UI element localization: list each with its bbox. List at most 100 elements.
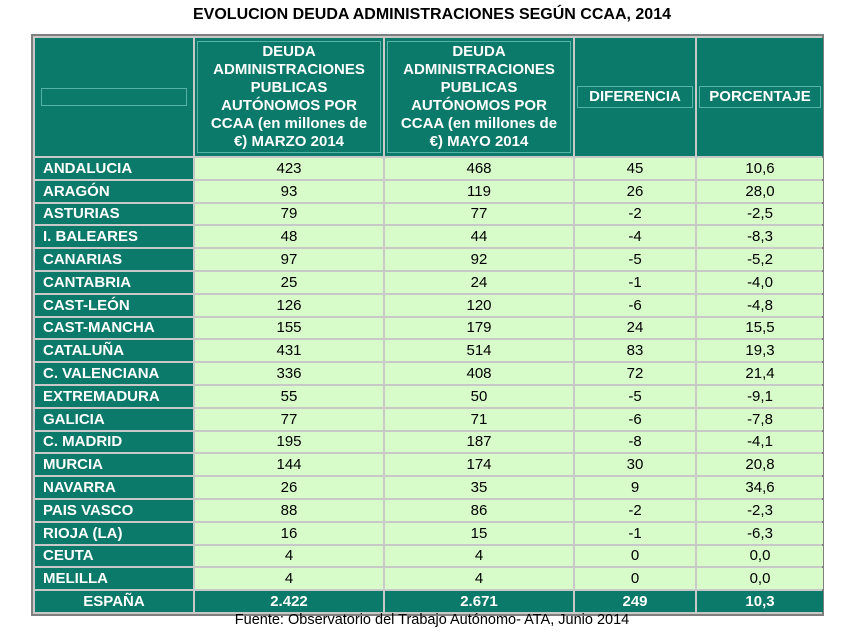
region-name: CANTABRIA	[35, 271, 193, 293]
table-row: C. VALENCIANA 336 408 72 21,4	[35, 363, 823, 384]
cell-diferencia: 24	[575, 317, 695, 339]
table-body: ANDALUCIA 423 468 45 10,6 ARAGÓN 93 119 26 28,0 AS…	[35, 158, 823, 612]
region-name: I. BALEARES	[35, 226, 193, 248]
cell-diferencia: -2	[575, 203, 695, 225]
source-note: Fuente: Observatorio del Trabajo Autónom…	[234, 612, 630, 628]
cell-diferencia: 0	[575, 568, 695, 590]
region-name: CAST-LEÓN	[35, 294, 193, 316]
cell-diferencia: -8	[575, 431, 695, 453]
region-name: ASTURIAS	[35, 203, 193, 225]
table-row: EXTREMADURA 55 50 -5 -9,1	[35, 385, 823, 407]
cell-mayo: 50	[385, 385, 573, 407]
header-marzo: DEUDA ADMINISTRACIONES PUBLICAS AUTÓNOMO…	[195, 38, 383, 156]
cell-marzo: 55	[195, 385, 383, 407]
table-row: C. MADRID 195 187 -8 -4,1	[35, 431, 823, 453]
debt-table-container: DEUDA ADMINISTRACIONES PUBLICAS AUTÓNOMO…	[31, 34, 824, 616]
cell-marzo: 26	[195, 477, 383, 498]
debt-table: DEUDA ADMINISTRACIONES PUBLICAS AUTÓNOMO…	[33, 36, 825, 614]
region-name: EXTREMADURA	[35, 385, 193, 407]
cell-mayo: 15	[385, 522, 573, 544]
table-row: NAVARRA 26 35 9 34,6	[35, 477, 823, 498]
cell-diferencia: -5	[575, 385, 695, 407]
region-name: PAIS VASCO	[35, 499, 193, 521]
cell-marzo: 144	[195, 454, 383, 476]
cell-mayo: 179	[385, 317, 573, 339]
cell-marzo: 431	[195, 340, 383, 362]
cell-marzo: 195	[195, 431, 383, 453]
cell-porcentaje: 15,5	[697, 317, 823, 339]
cell-diferencia: -6	[575, 408, 695, 430]
cell-marzo: 126	[195, 294, 383, 316]
total-porcentaje: 10,3	[697, 591, 823, 612]
cell-mayo: 44	[385, 226, 573, 248]
cell-marzo: 97	[195, 249, 383, 270]
cell-mayo: 77	[385, 203, 573, 225]
table-row: MELILLA 4 4 0 0,0	[35, 568, 823, 590]
cell-marzo: 16	[195, 522, 383, 544]
cell-porcentaje: -4,1	[697, 431, 823, 453]
cell-marzo: 155	[195, 317, 383, 339]
cell-mayo: 4	[385, 545, 573, 567]
cell-porcentaje: 10,6	[697, 158, 823, 179]
cell-marzo: 77	[195, 408, 383, 430]
total-label: ESPAÑA	[35, 591, 193, 612]
region-name: MURCIA	[35, 454, 193, 476]
total-marzo: 2.422	[195, 591, 383, 612]
cell-porcentaje: -2,5	[697, 203, 823, 225]
table-row: CAST-LEÓN 126 120 -6 -4,8	[35, 294, 823, 316]
cell-marzo: 4	[195, 568, 383, 590]
header-porcentaje: PORCENTAJE	[697, 38, 823, 156]
cell-diferencia: 9	[575, 477, 695, 498]
cell-porcentaje: -6,3	[697, 522, 823, 544]
cell-diferencia: -5	[575, 249, 695, 270]
cell-diferencia: -2	[575, 499, 695, 521]
cell-diferencia: -6	[575, 294, 695, 316]
table-row: CATALUÑA 431 514 83 19,3	[35, 340, 823, 362]
cell-mayo: 120	[385, 294, 573, 316]
cell-porcentaje: -9,1	[697, 385, 823, 407]
header-corner	[35, 38, 193, 156]
cell-marzo: 336	[195, 363, 383, 384]
cell-mayo: 514	[385, 340, 573, 362]
cell-marzo: 93	[195, 180, 383, 202]
header-mayo: DEUDA ADMINISTRACIONES PUBLICAS AUTÓNOMO…	[385, 38, 573, 156]
cell-marzo: 79	[195, 203, 383, 225]
region-name: CANARIAS	[35, 249, 193, 270]
region-name: CEUTA	[35, 545, 193, 567]
cell-mayo: 4	[385, 568, 573, 590]
region-name: CATALUÑA	[35, 340, 193, 362]
table-row: GALICIA 77 71 -6 -7,8	[35, 408, 823, 430]
table-row: CANTABRIA 25 24 -1 -4,0	[35, 271, 823, 293]
cell-porcentaje: 34,6	[697, 477, 823, 498]
cell-mayo: 92	[385, 249, 573, 270]
table-row: ASTURIAS 79 77 -2 -2,5	[35, 203, 823, 225]
cell-mayo: 119	[385, 180, 573, 202]
cell-porcentaje: 28,0	[697, 180, 823, 202]
region-name: CAST-MANCHA	[35, 317, 193, 339]
cell-mayo: 174	[385, 454, 573, 476]
region-name: ARAGÓN	[35, 180, 193, 202]
table-row: I. BALEARES 48 44 -4 -8,3	[35, 226, 823, 248]
table-row: CEUTA 4 4 0 0,0	[35, 545, 823, 567]
cell-mayo: 86	[385, 499, 573, 521]
total-mayo: 2.671	[385, 591, 573, 612]
cell-marzo: 48	[195, 226, 383, 248]
region-name: ANDALUCIA	[35, 158, 193, 179]
cell-porcentaje: -2,3	[697, 499, 823, 521]
cell-porcentaje: -5,2	[697, 249, 823, 270]
cell-porcentaje: 19,3	[697, 340, 823, 362]
cell-porcentaje: -8,3	[697, 226, 823, 248]
cell-porcentaje: -4,0	[697, 271, 823, 293]
cell-diferencia: 0	[575, 545, 695, 567]
cell-diferencia: -4	[575, 226, 695, 248]
cell-marzo: 423	[195, 158, 383, 179]
cell-porcentaje: 20,8	[697, 454, 823, 476]
header-row: DEUDA ADMINISTRACIONES PUBLICAS AUTÓNOMO…	[35, 38, 823, 156]
table-row: PAIS VASCO 88 86 -2 -2,3	[35, 499, 823, 521]
cell-marzo: 25	[195, 271, 383, 293]
table-row: ARAGÓN 93 119 26 28,0	[35, 180, 823, 202]
cell-porcentaje: -7,8	[697, 408, 823, 430]
table-row: ANDALUCIA 423 468 45 10,6	[35, 158, 823, 179]
region-name: C. MADRID	[35, 431, 193, 453]
cell-diferencia: -1	[575, 271, 695, 293]
